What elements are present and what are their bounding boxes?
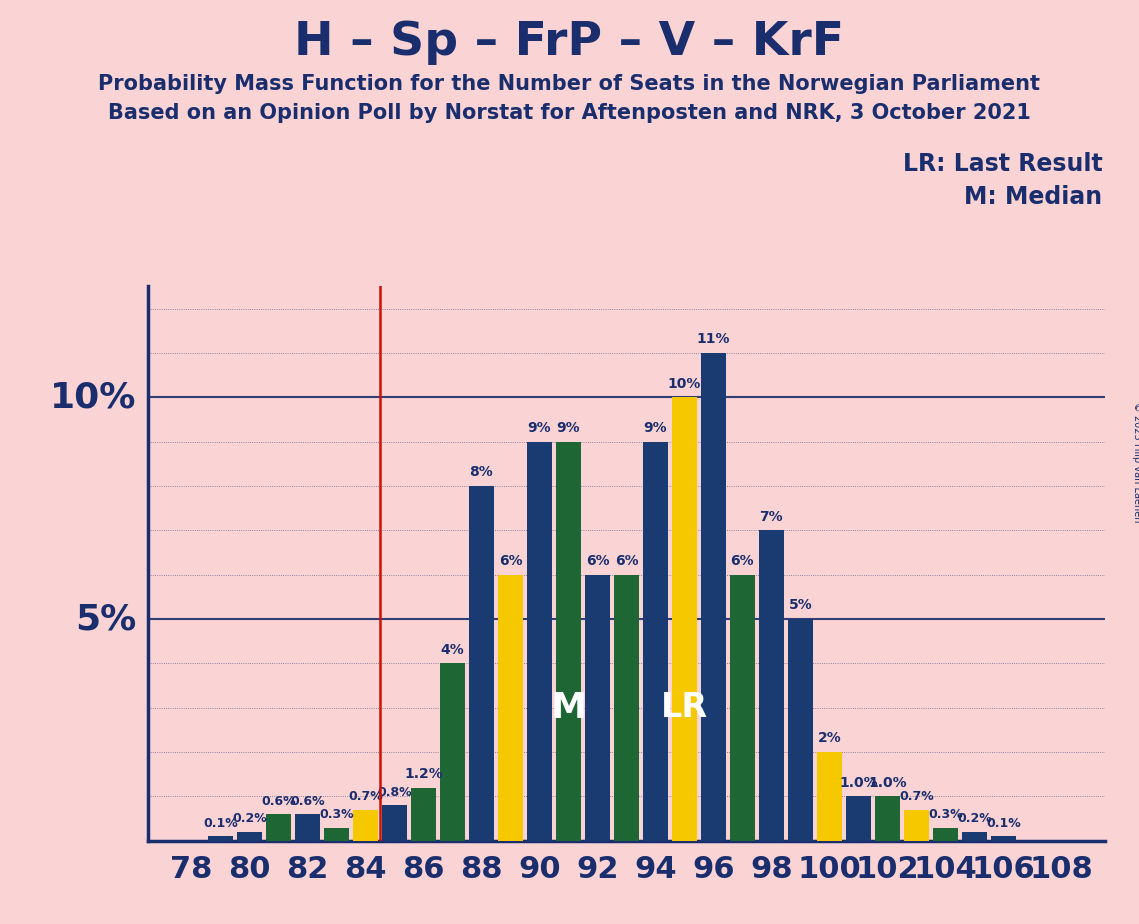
Bar xyxy=(411,787,436,841)
Text: 0.6%: 0.6% xyxy=(261,795,296,808)
Bar xyxy=(469,486,494,841)
Bar xyxy=(702,353,726,841)
Bar xyxy=(325,828,349,841)
Text: LR: LR xyxy=(661,691,708,724)
Bar xyxy=(267,814,290,841)
Bar xyxy=(788,619,813,841)
Text: 0.8%: 0.8% xyxy=(377,785,412,798)
Bar xyxy=(759,530,784,841)
Bar xyxy=(672,397,697,841)
Bar xyxy=(614,575,639,841)
Text: © 2025 Filip van Laenen: © 2025 Filip van Laenen xyxy=(1132,402,1139,522)
Text: 2%: 2% xyxy=(818,732,842,746)
Bar xyxy=(644,442,667,841)
Bar xyxy=(527,442,551,841)
Text: Probability Mass Function for the Number of Seats in the Norwegian Parliament: Probability Mass Function for the Number… xyxy=(98,74,1041,94)
Text: 5%: 5% xyxy=(788,599,812,613)
Text: 0.1%: 0.1% xyxy=(203,817,238,830)
Bar xyxy=(933,828,958,841)
Text: 9%: 9% xyxy=(644,421,667,435)
Bar xyxy=(295,814,320,841)
Text: 7%: 7% xyxy=(760,510,784,524)
Text: 0.2%: 0.2% xyxy=(957,812,992,825)
Bar xyxy=(383,806,407,841)
Text: 4%: 4% xyxy=(441,643,465,657)
Bar xyxy=(585,575,609,841)
Text: 0.7%: 0.7% xyxy=(899,790,934,803)
Text: 8%: 8% xyxy=(469,466,493,480)
Text: 11%: 11% xyxy=(697,333,730,346)
Text: LR: Last Result: LR: Last Result xyxy=(903,152,1103,176)
Bar xyxy=(904,809,928,841)
Bar xyxy=(556,442,581,841)
Bar xyxy=(208,836,232,841)
Text: 6%: 6% xyxy=(499,554,523,568)
Bar xyxy=(875,796,900,841)
Text: 6%: 6% xyxy=(615,554,638,568)
Text: H – Sp – FrP – V – KrF: H – Sp – FrP – V – KrF xyxy=(295,20,844,66)
Bar xyxy=(817,752,842,841)
Bar xyxy=(353,809,378,841)
Text: 0.6%: 0.6% xyxy=(290,795,325,808)
Text: 9%: 9% xyxy=(557,421,580,435)
Text: 0.2%: 0.2% xyxy=(232,812,267,825)
Bar xyxy=(962,832,986,841)
Text: 6%: 6% xyxy=(730,554,754,568)
Text: 1.0%: 1.0% xyxy=(868,776,907,790)
Bar xyxy=(237,832,262,841)
Bar xyxy=(991,836,1016,841)
Text: 0.1%: 0.1% xyxy=(986,817,1021,830)
Bar xyxy=(730,575,755,841)
Text: 0.7%: 0.7% xyxy=(349,790,383,803)
Text: 0.3%: 0.3% xyxy=(928,808,962,821)
Text: 5%: 5% xyxy=(75,602,137,636)
Text: 1.2%: 1.2% xyxy=(404,767,443,781)
Text: M: Median: M: Median xyxy=(965,185,1103,209)
Text: 9%: 9% xyxy=(527,421,551,435)
Text: 10%: 10% xyxy=(667,377,702,391)
Text: 0.3%: 0.3% xyxy=(319,808,354,821)
Bar xyxy=(498,575,523,841)
Text: 10%: 10% xyxy=(50,381,137,414)
Bar xyxy=(440,663,465,841)
Bar xyxy=(846,796,870,841)
Text: 6%: 6% xyxy=(585,554,609,568)
Text: M: M xyxy=(550,691,587,724)
Text: Based on an Opinion Poll by Norstat for Aftenposten and NRK, 3 October 2021: Based on an Opinion Poll by Norstat for … xyxy=(108,103,1031,124)
Text: 1.0%: 1.0% xyxy=(839,776,878,790)
